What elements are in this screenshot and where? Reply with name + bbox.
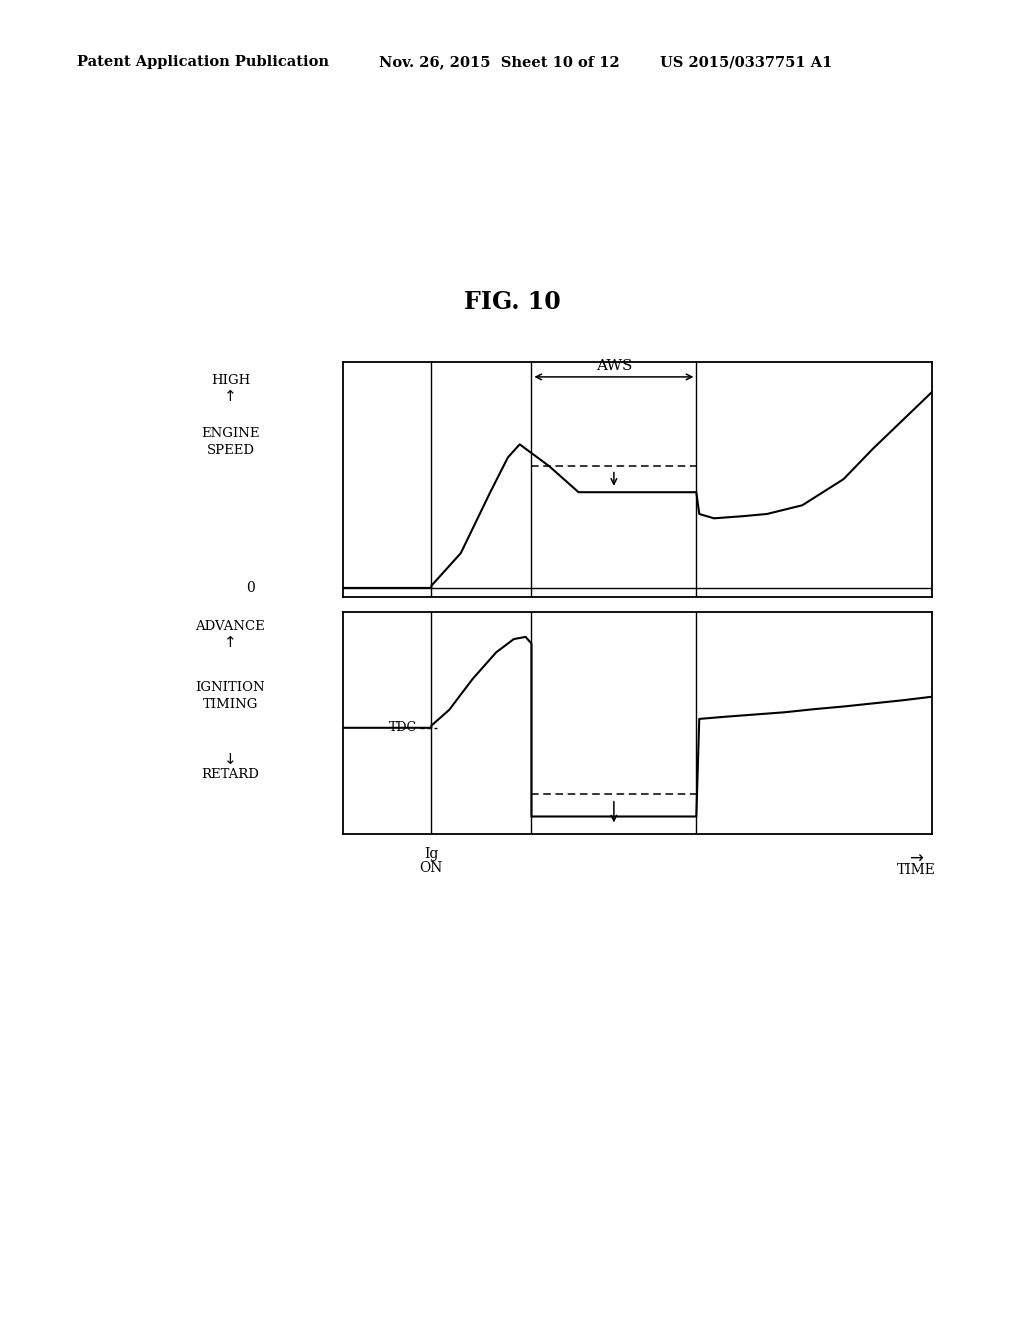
Text: FIG. 10: FIG. 10 [464,290,560,314]
Text: ↑: ↑ [224,388,237,404]
Text: 0: 0 [246,581,255,595]
Text: ENGINE
SPEED: ENGINE SPEED [201,428,260,457]
Text: TDC: TDC [388,721,417,734]
Text: RETARD: RETARD [202,768,259,781]
Text: →: → [909,850,924,869]
Text: US 2015/0337751 A1: US 2015/0337751 A1 [660,55,833,70]
Text: ADVANCE: ADVANCE [196,620,265,634]
Text: ↑: ↑ [224,635,237,651]
Text: ↓: ↓ [224,751,237,767]
Text: IGNITION
TIMING: IGNITION TIMING [196,681,265,710]
Text: HIGH: HIGH [211,374,250,387]
Text: AWS: AWS [596,359,632,372]
Text: Patent Application Publication: Patent Application Publication [77,55,329,70]
Text: ON: ON [420,861,443,875]
Text: Ig: Ig [424,847,438,862]
Text: TIME: TIME [897,863,936,878]
Text: Nov. 26, 2015  Sheet 10 of 12: Nov. 26, 2015 Sheet 10 of 12 [379,55,620,70]
